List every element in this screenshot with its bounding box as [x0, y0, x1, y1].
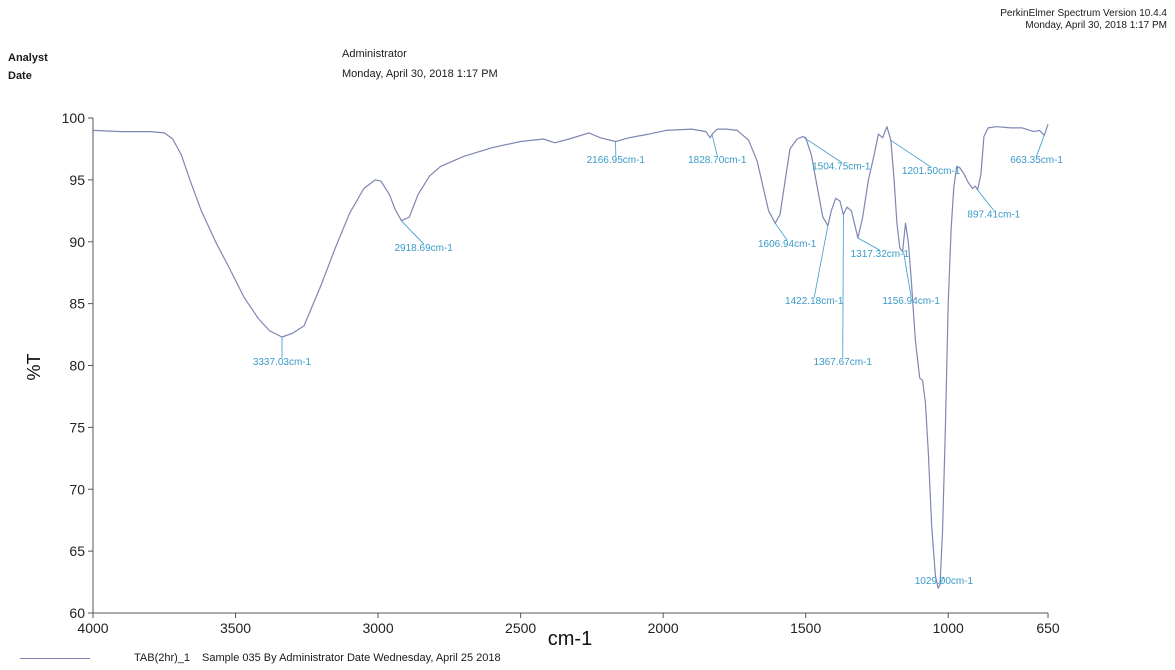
- y-tick-label: 80: [69, 358, 85, 374]
- x-tick-label: 2500: [505, 620, 536, 636]
- chart-annotations: 3337.03cm-1 2918.69cm-1 2166.95cm-1 1828.70…: [253, 133, 1063, 587]
- x-tick-label: 2000: [648, 620, 679, 636]
- y-tick-label: 60: [69, 605, 85, 621]
- chart-ticks: 60 65 70 75 80 85 90 95 100 4000 3500 3000 2500 2000 1…: [62, 110, 1060, 636]
- x-tick-label: 1500: [790, 620, 821, 636]
- x-tick-label: 4000: [77, 620, 108, 636]
- peak-label: 3337.03cm-1: [253, 357, 312, 368]
- x-axis-label: cm-1: [548, 628, 592, 650]
- peak-label: 897.41cm-1: [967, 210, 1020, 221]
- y-tick-label: 90: [69, 234, 85, 250]
- peak-leader-line: [711, 133, 718, 157]
- y-tick-label: 85: [69, 296, 85, 312]
- peak-leader-line: [400, 220, 424, 245]
- peak-leader-line: [890, 139, 932, 168]
- peak-label: 1828.70cm-1: [688, 155, 747, 166]
- x-tick-label: 1000: [933, 620, 964, 636]
- peak-label: 1317.32cm-1: [851, 249, 910, 260]
- legend-swatch: [20, 657, 90, 659]
- peak-label: 1201.50cm-1: [902, 166, 961, 177]
- date-label: Date: [8, 70, 32, 82]
- peak-label: 663.35cm-1: [1010, 155, 1063, 166]
- analyst-value: Administrator: [342, 48, 407, 60]
- y-tick-label: 65: [69, 543, 85, 559]
- legend: TAB(2hr)_1 Sample 035 By Administrator D…: [20, 652, 501, 664]
- peak-leader-line: [939, 576, 945, 585]
- date-value: Monday, April 30, 2018 1:17 PM: [342, 68, 498, 80]
- y-axis-label: %T: [24, 353, 44, 380]
- chart-axes: [92, 118, 1048, 614]
- peak-leader-line: [857, 237, 880, 251]
- software-info: PerkinElmer Spectrum Version 10.4.4 Mond…: [1000, 8, 1167, 32]
- peak-label: 1422.18cm-1: [785, 296, 844, 307]
- peak-leader-line: [977, 189, 995, 211]
- analyst-label: Analyst: [8, 52, 48, 64]
- software-timestamp: Monday, April 30, 2018 1:17 PM: [1025, 20, 1167, 31]
- peak-label: 2166.95cm-1: [587, 155, 646, 166]
- x-tick-label: 650: [1036, 620, 1060, 636]
- peak-leader-line: [804, 137, 842, 163]
- peak-label: 1367.67cm-1: [814, 357, 873, 368]
- peak-leader-line: [813, 225, 829, 298]
- x-tick-label: 3500: [220, 620, 251, 636]
- chart-series: [92, 124, 1049, 589]
- y-tick-label: 95: [69, 172, 85, 188]
- x-tick-label: 3000: [362, 620, 393, 636]
- y-tick-label: 70: [69, 481, 85, 497]
- peak-label: 1504.75cm-1: [812, 161, 871, 172]
- peak-leader-line: [842, 214, 844, 358]
- software-version: PerkinElmer Spectrum Version 10.4.4: [1000, 8, 1167, 19]
- spectrum-line: [92, 124, 1049, 589]
- peak-leader-line: [1036, 135, 1045, 157]
- peak-leader-line: [903, 251, 912, 298]
- y-tick-label: 100: [62, 110, 86, 126]
- peak-label: 1156.94cm-1: [882, 296, 940, 307]
- legend-series-name: TAB(2hr)_1: [134, 652, 191, 664]
- peak-label: 2918.69cm-1: [394, 243, 453, 254]
- peak-label: 1606.94cm-1: [758, 239, 817, 250]
- y-tick-label: 75: [69, 419, 85, 435]
- peak-leader-line: [774, 222, 788, 241]
- legend-description: Sample 035 By Administrator Date Wednesd…: [202, 652, 501, 664]
- peak-label: 1029.00cm-1: [915, 576, 974, 587]
